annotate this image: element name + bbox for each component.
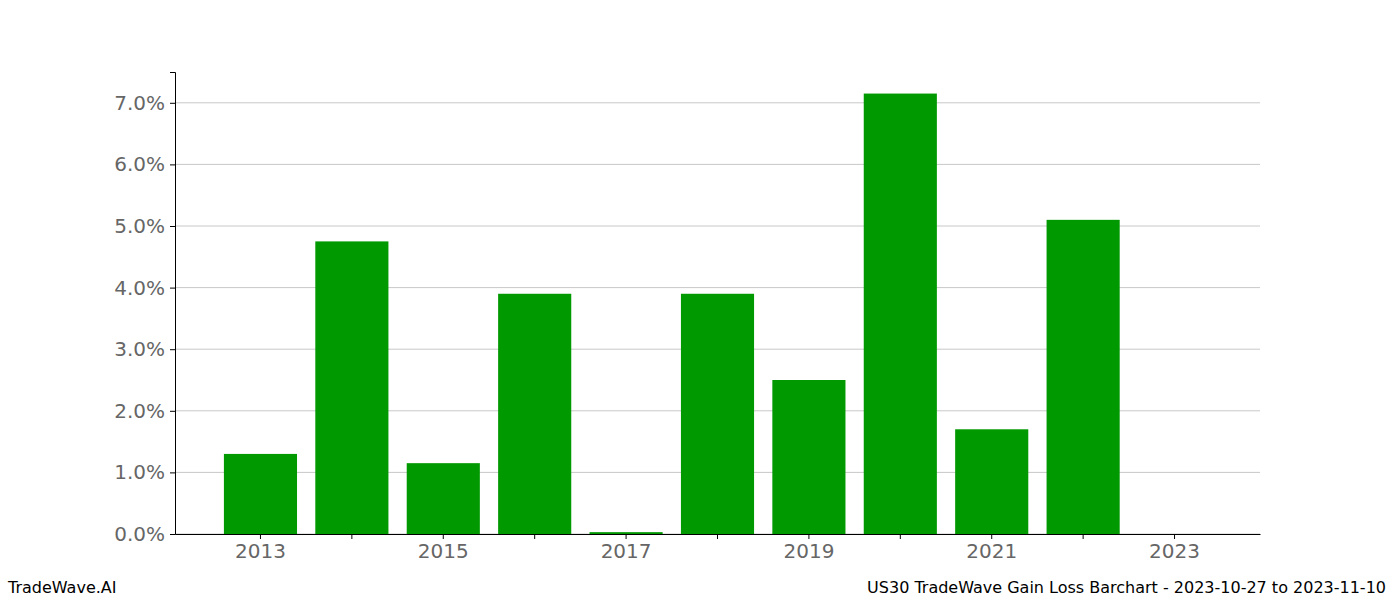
x-tick-mark	[900, 534, 901, 539]
y-tick: 6.0%	[114, 152, 175, 176]
bar	[224, 454, 297, 534]
x-tick: 2021	[966, 534, 1017, 563]
y-axis-line	[170, 73, 176, 535]
x-tick-label: 2017	[601, 539, 652, 563]
y-tick: 5.0%	[114, 214, 175, 238]
y-tick-mark	[170, 288, 175, 289]
bar	[315, 241, 388, 534]
x-tick	[534, 534, 535, 539]
x-tick: 2023	[1149, 534, 1200, 563]
y-tick-mark	[170, 472, 175, 473]
bar	[955, 429, 1028, 534]
bar	[772, 380, 845, 534]
annotation: TradeWave.AI	[7, 578, 116, 597]
y-tick-label: 4.0%	[114, 276, 165, 300]
x-tick: 2019	[783, 534, 834, 563]
y-axis: 0.0% 1.0% 2.0% 3.0% 4.0% 5.0% 6.0% 7.0%	[114, 73, 175, 546]
x-tick-label: 2023	[1149, 539, 1200, 563]
title: US30 TradeWave Gain Loss Barchart - 2023…	[867, 578, 1386, 597]
bar	[1047, 220, 1120, 534]
y-tick-label: 3.0%	[114, 337, 165, 361]
y-tick: 7.0%	[114, 91, 175, 115]
x-tick: 2017	[601, 534, 652, 563]
y-tick-label: 0.0%	[114, 522, 165, 546]
grid	[175, 103, 1260, 534]
x-tick-mark	[717, 534, 718, 539]
x-tick-mark	[534, 534, 535, 539]
y-tick-mark	[170, 103, 175, 104]
chart: 0.0% 1.0% 2.0% 3.0% 4.0% 5.0% 6.0% 7.0% 2013 2015…	[0, 0, 1400, 600]
x-tick	[1083, 534, 1084, 539]
x-tick-label: 2015	[418, 539, 469, 563]
x-tick	[900, 534, 901, 539]
y-tick: 1.0%	[114, 460, 175, 484]
x-tick-label: 2013	[235, 539, 286, 563]
bar	[407, 463, 480, 534]
bar	[498, 294, 571, 534]
y-tick: 2.0%	[114, 399, 175, 423]
y-tick-mark	[170, 164, 175, 165]
x-tick-mark	[351, 534, 352, 539]
grid-line	[175, 164, 1260, 165]
y-tick: 3.0%	[114, 337, 175, 361]
x-tick: 2013	[235, 534, 286, 563]
y-tick-label: 6.0%	[114, 152, 165, 176]
bars	[224, 94, 1120, 534]
y-tick-label: 1.0%	[114, 460, 165, 484]
bar	[1138, 534, 1211, 535]
y-tick-mark	[170, 411, 175, 412]
x-tick-label: 2019	[783, 539, 834, 563]
x-tick	[717, 534, 718, 539]
x-axis: 2013 2015 2017 2019 2021 2023	[176, 534, 1261, 563]
x-tick-label: 2021	[966, 539, 1017, 563]
y-tick-label: 5.0%	[114, 214, 165, 238]
grid-line	[175, 102, 1260, 103]
y-tick-mark	[170, 534, 175, 535]
x-tick	[351, 534, 352, 539]
bar	[681, 294, 754, 534]
x-tick-mark	[1083, 534, 1084, 539]
y-tick-mark	[170, 349, 175, 350]
y-tick-label: 7.0%	[114, 91, 165, 115]
y-tick: 0.0%	[114, 522, 175, 546]
y-tick-mark	[170, 226, 175, 227]
y-tick-label: 2.0%	[114, 399, 165, 423]
y-tick: 4.0%	[114, 276, 175, 300]
bar	[590, 532, 663, 534]
x-tick: 2015	[418, 534, 469, 563]
bar	[864, 94, 937, 534]
